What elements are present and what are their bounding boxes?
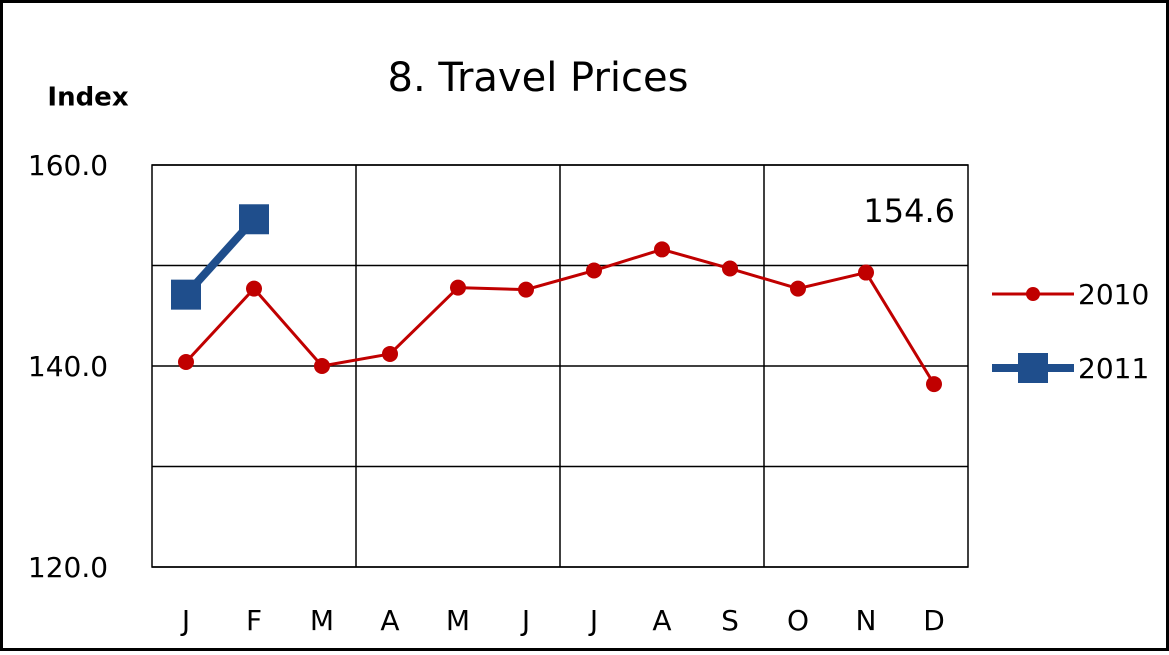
x-tick-label: J	[180, 604, 190, 637]
marker	[858, 264, 874, 281]
line	[184, 247, 936, 385]
x-tick-label: S	[721, 604, 739, 637]
x-tick-label: J	[588, 604, 598, 637]
x-tick-label: J	[520, 604, 530, 637]
marker	[178, 353, 194, 370]
marker	[171, 279, 201, 310]
data-label: 154.6	[863, 192, 955, 230]
x-tick-label: F	[246, 604, 262, 637]
marker	[239, 204, 269, 235]
legend-label: 2010	[1078, 278, 1149, 311]
y-tick-label: 140.0	[28, 350, 108, 383]
y-tick-label: 120.0	[28, 551, 108, 584]
legend-marker	[1026, 287, 1040, 301]
y-axis-label: Index	[47, 83, 128, 113]
x-tick-label: M	[310, 604, 334, 637]
marker	[722, 260, 738, 277]
y-tick-label: 160.0	[28, 149, 108, 182]
legend-label: 2011	[1078, 352, 1149, 385]
x-tick-label: A	[652, 604, 671, 637]
chart-title: 8. Travel Prices	[388, 55, 689, 101]
x-tick-label: A	[380, 604, 399, 637]
marker	[450, 279, 466, 296]
x-tick-label: O	[787, 604, 809, 637]
marker	[790, 280, 806, 297]
x-tick-label: M	[446, 604, 470, 637]
marker	[314, 358, 330, 374]
marker	[654, 241, 670, 258]
legend-marker	[1018, 353, 1048, 383]
marker	[246, 280, 262, 297]
x-tick-label: N	[856, 604, 877, 637]
marker	[382, 345, 398, 362]
marker	[926, 376, 942, 393]
marker	[518, 281, 534, 298]
x-tick-label: D	[923, 604, 945, 637]
marker	[586, 262, 602, 279]
